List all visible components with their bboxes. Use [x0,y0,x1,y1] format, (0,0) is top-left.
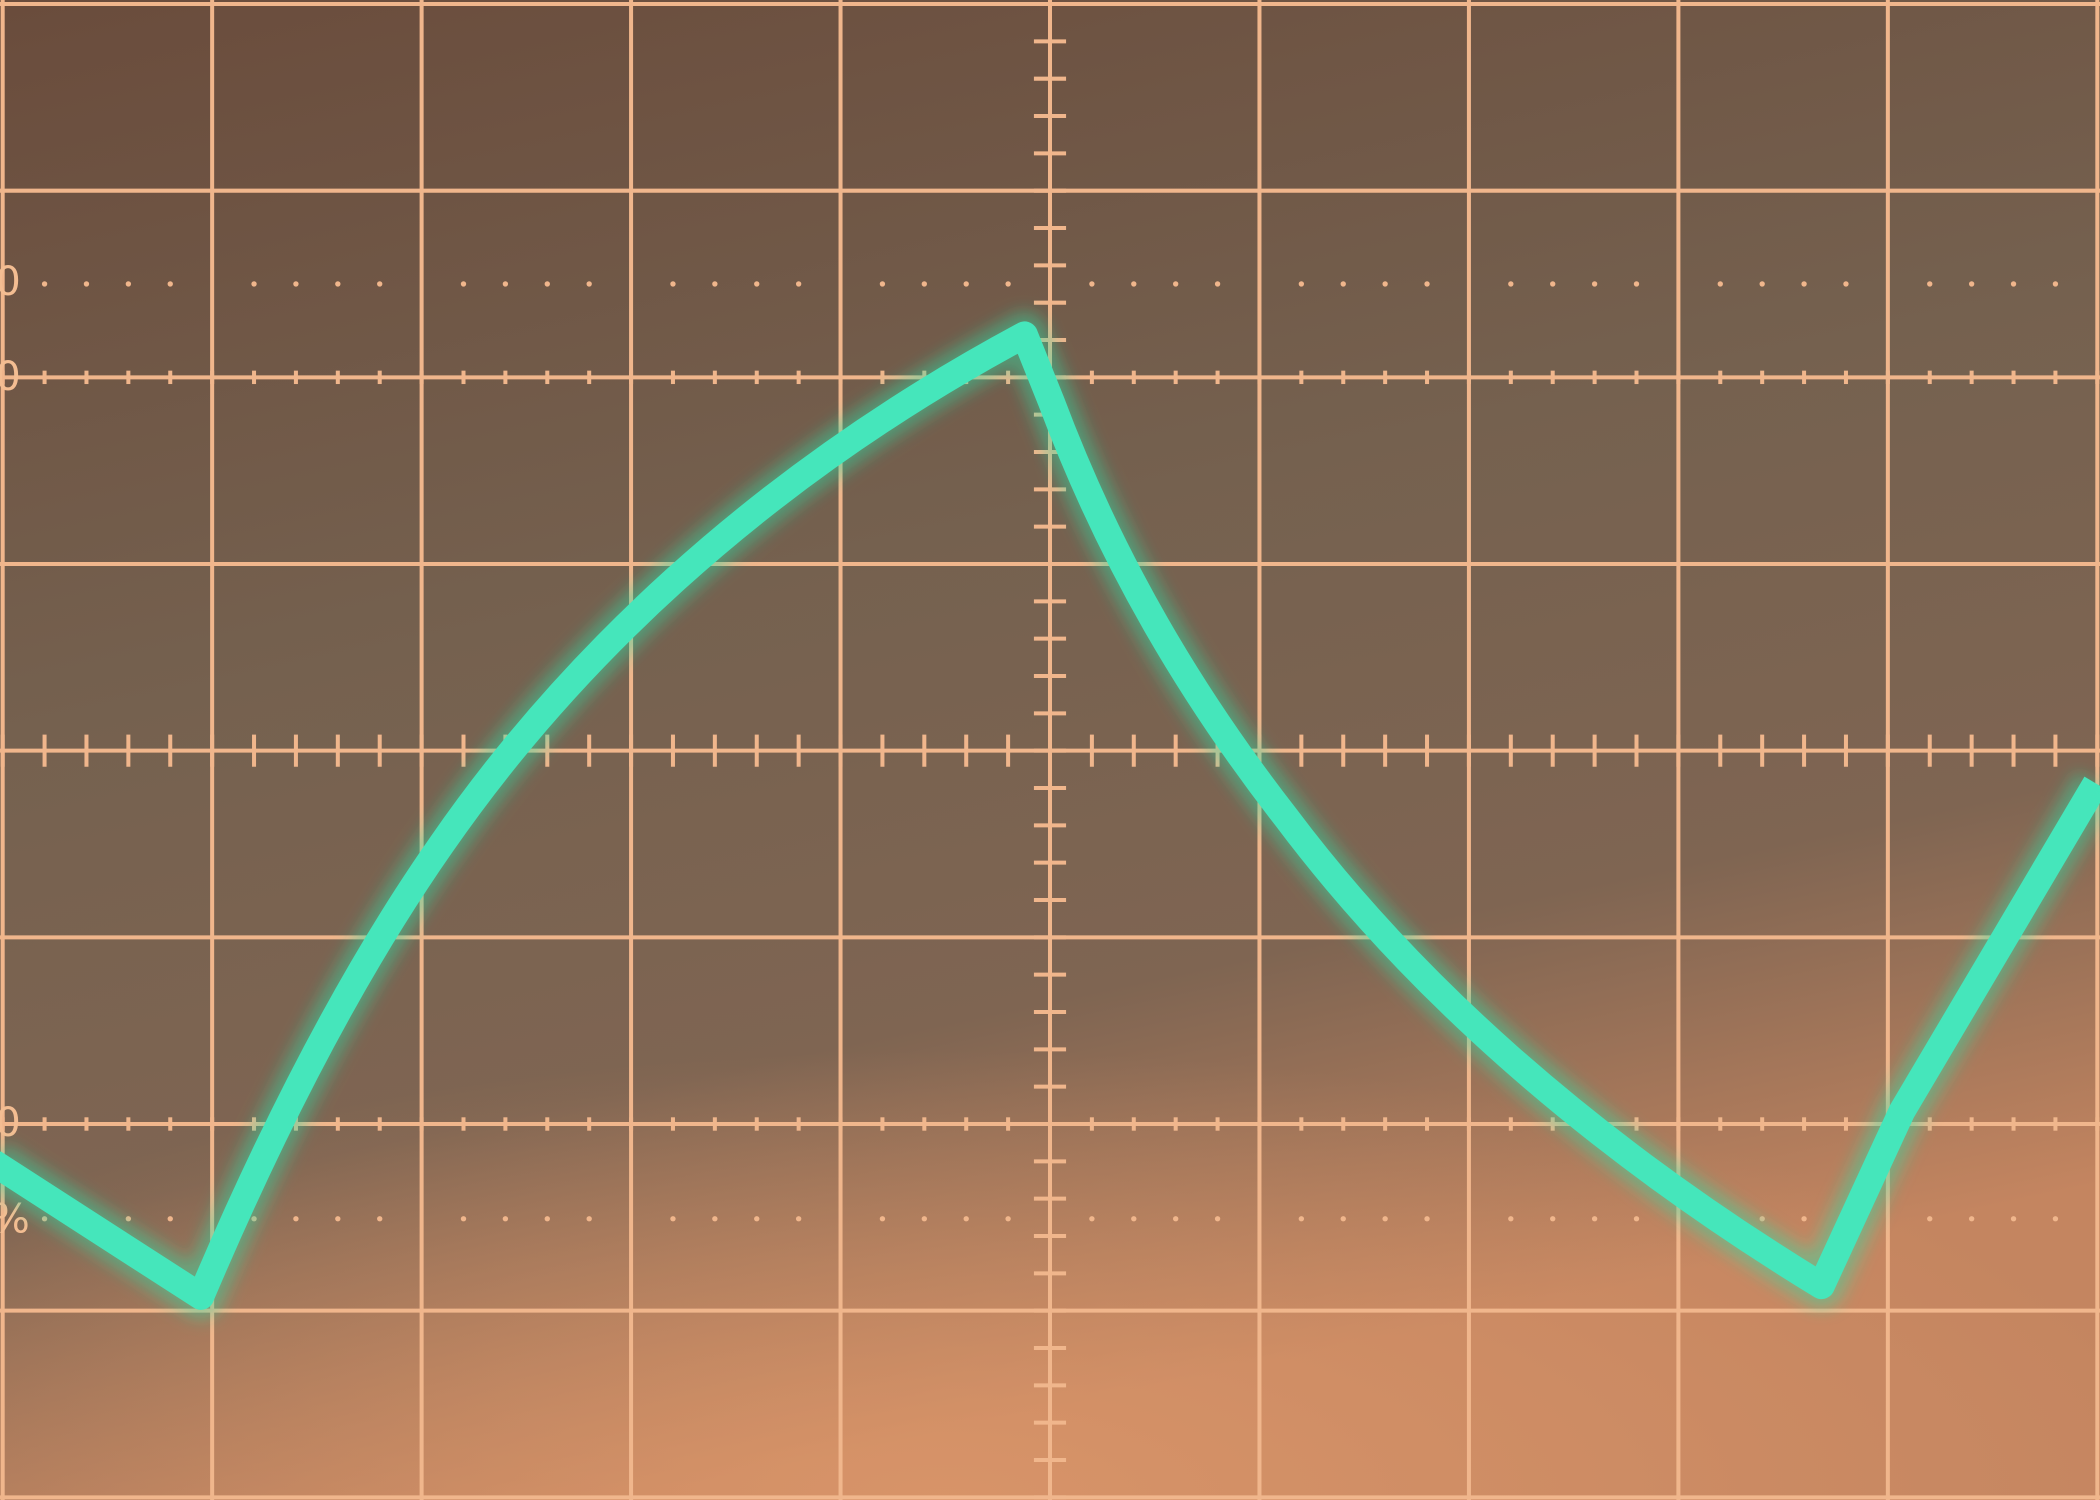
scale-label: 0 [0,354,21,400]
dot [1508,1216,1514,1222]
dot [1131,281,1137,287]
dot [1382,1216,1388,1222]
dot [921,281,927,287]
dot [754,1216,760,1222]
dot [2010,281,2017,287]
dot [544,1216,550,1222]
dot [251,281,257,287]
dot [1173,1216,1179,1222]
dot [1340,1216,1346,1222]
dot [293,1216,299,1222]
dot [41,281,48,287]
dot [1633,281,1640,287]
dot [879,281,886,287]
dot [1759,281,1765,287]
dot [1759,1216,1765,1222]
dot [921,1216,927,1222]
dot [795,1216,802,1222]
dot [377,281,383,287]
dot [1508,281,1514,287]
dot [1005,1216,1011,1222]
dot [460,281,467,287]
dot [586,281,592,287]
dot [167,1216,173,1222]
dot [1131,1216,1137,1222]
dot [544,281,550,287]
dot [1550,281,1556,287]
dot [2010,1216,2017,1222]
dot [125,1216,132,1222]
dot [1801,281,1807,287]
dot [586,1216,592,1222]
dot [335,281,341,287]
dot [1927,281,1933,287]
waveform-trace [0,321,2100,1310]
dot [293,281,299,287]
dot [1591,1216,1598,1222]
dot [1968,1216,1975,1222]
dot [502,281,509,287]
dot [1591,281,1598,287]
dot [1214,281,1221,287]
dot [335,1216,341,1222]
dot [1005,281,1011,287]
dot [1298,1216,1305,1222]
dot [963,1216,969,1222]
dot [125,281,132,287]
dot [670,1216,676,1222]
dot [1089,1216,1095,1222]
dot [963,281,969,287]
dot [460,1216,467,1222]
dot [754,281,760,287]
dot [1382,281,1388,287]
dot [712,281,718,287]
dot [2052,281,2059,287]
dot [2052,1216,2059,1222]
dot [502,1216,509,1222]
dot [1298,281,1305,287]
dot [1717,281,1723,287]
scale-label: 0 [0,1100,21,1146]
dot [1801,1216,1807,1222]
dot [1424,1216,1430,1222]
dot [1089,281,1095,287]
dot [1633,1216,1640,1222]
scale-label: 0 [0,259,21,305]
dot [1173,281,1179,287]
dot [1550,1216,1556,1222]
dot [879,1216,886,1222]
dot [795,281,802,287]
dot [1214,1216,1221,1222]
dot [1424,281,1430,287]
dot [1340,281,1346,287]
dot [1927,1216,1933,1222]
dot [1843,281,1849,287]
dot [1968,281,1975,287]
dot [167,281,173,287]
dot [83,281,90,287]
dot [712,1216,718,1222]
dot [377,1216,383,1222]
dot [670,281,676,287]
